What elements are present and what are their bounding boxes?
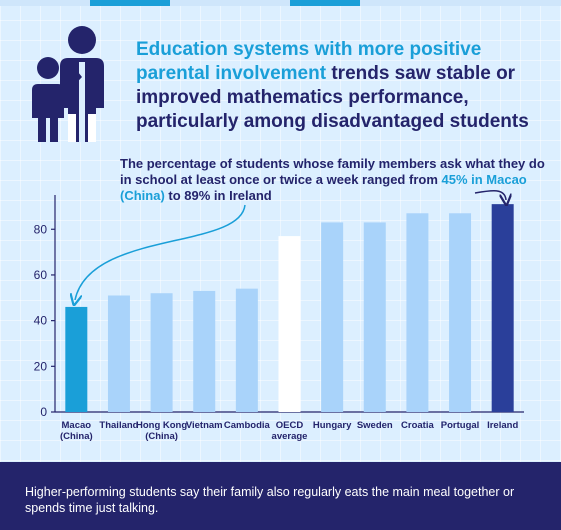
category-label: Ireland — [487, 420, 518, 431]
bar-croatia — [406, 213, 429, 412]
headline: Education systems with more positive par… — [136, 38, 546, 134]
subhead-macao: 45% in Macao (China) — [120, 172, 527, 203]
bar-sweden — [363, 222, 386, 412]
category-label: OECD average — [272, 420, 308, 442]
y-tick-label: 80 — [34, 222, 48, 236]
category-label: Croatia — [401, 420, 434, 431]
ireland-pointer-arrow — [474, 189, 506, 200]
subhead: The percentage of students whose family … — [120, 156, 550, 204]
bar-thailand — [107, 295, 130, 412]
category-label: Vietnam — [186, 420, 223, 431]
y-tick-label: 20 — [34, 359, 48, 373]
category-label: Sweden — [357, 420, 393, 431]
category-label: Macao (China) — [60, 420, 93, 442]
bar-vietnam — [193, 290, 216, 412]
subhead-part2: to — [164, 188, 185, 203]
bar-hong-kong — [150, 293, 173, 412]
category-label: Cambodia — [224, 420, 271, 431]
bar-portugal — [449, 213, 472, 412]
bar-hungary — [321, 222, 344, 412]
parent-child-icon — [32, 26, 104, 142]
category-label: Portugal — [441, 420, 480, 431]
footer-text: Higher-performing students say their fam… — [25, 485, 515, 515]
bar-cambodia — [235, 288, 258, 412]
bars — [65, 204, 514, 412]
headline-highlight: Education systems with more positive par… — [136, 39, 482, 84]
bar-ireland — [491, 204, 514, 412]
y-tick-label: 0 — [40, 405, 47, 419]
y-tick-label: 40 — [34, 314, 48, 328]
bar-oecd — [278, 236, 301, 412]
category-label: Thailand — [99, 420, 138, 431]
footer-band — [0, 462, 561, 530]
y-tick-label: 60 — [34, 268, 48, 282]
macao-pointer-arrow — [75, 204, 246, 300]
category-label: Hong Kong (China) — [136, 420, 187, 442]
top-decorative-bar — [0, 0, 561, 6]
subhead-ireland: 89% in Ireland — [184, 188, 272, 203]
subhead-part1: The percentage of students whose family … — [120, 156, 545, 187]
category-label: Hungary — [313, 420, 352, 431]
bar-macao — [65, 306, 88, 412]
headline-rest: trends saw stable or improved mathematic… — [136, 63, 529, 132]
